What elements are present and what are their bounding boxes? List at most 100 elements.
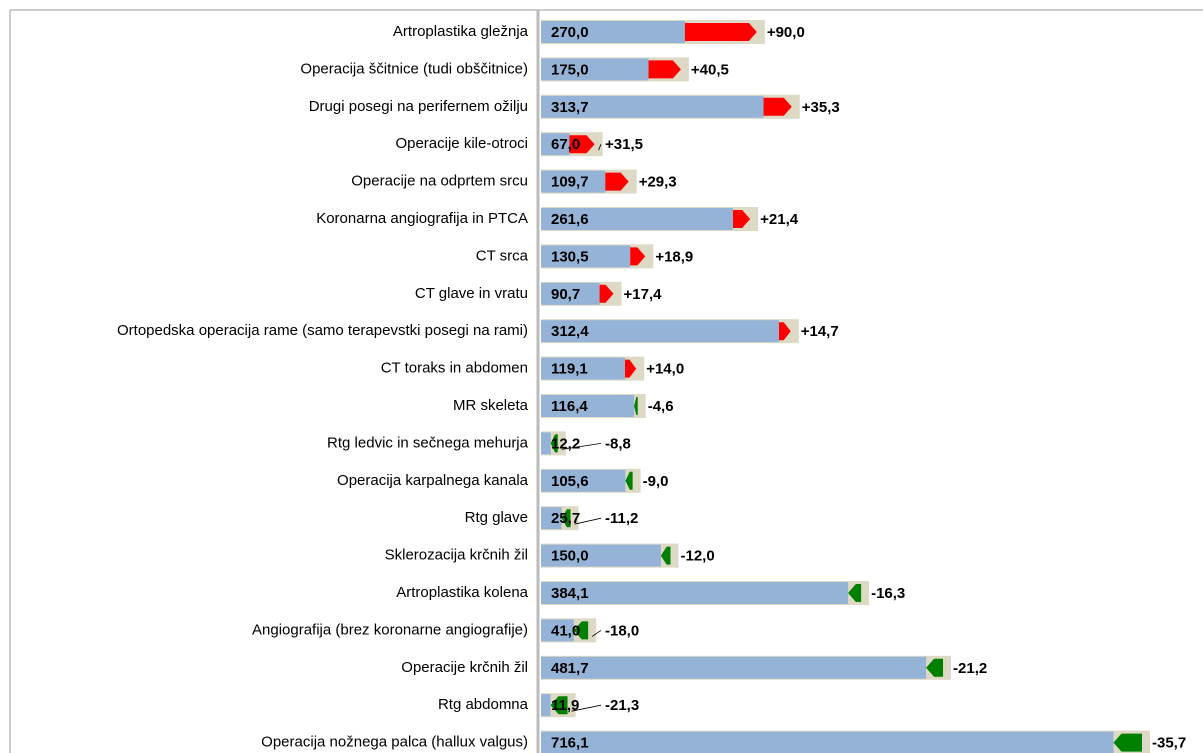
change-arrow: [778, 322, 791, 341]
change-arrow: [848, 584, 862, 602]
bar: [541, 21, 685, 43]
value-label: 119,1: [551, 361, 588, 378]
bar: [541, 694, 551, 717]
category-label: Rtg glave: [465, 509, 528, 526]
bar: [541, 133, 570, 156]
category-label: Sklerozacija krčnih žil: [385, 547, 528, 564]
value-label: 384,1: [551, 585, 589, 602]
change-label: +31,5: [605, 136, 643, 153]
bar: [541, 320, 779, 343]
category-label: Angiografija (brez koronarne angiografij…: [252, 621, 528, 638]
leader-line: [561, 443, 602, 450]
bar: [541, 544, 661, 567]
category-label: Drugi posegi na perifernem ožilju: [309, 98, 528, 115]
bar: [541, 170, 606, 193]
change-arrow: [550, 696, 568, 715]
value-label: 716,1: [551, 735, 589, 752]
category-label: Rtg ledvic in sečnega mehurja: [327, 434, 529, 451]
bar: [541, 432, 551, 455]
category-label: Operacije kile-otroci: [395, 135, 528, 152]
category-label: Ortopedska operacija rame (samo terapevs…: [117, 322, 528, 339]
change-arrow: [763, 97, 792, 116]
category-label: Operacije krčnih žil: [401, 659, 528, 676]
category-label: Operacije na odprtem srcu: [351, 173, 528, 190]
bar: [541, 357, 626, 380]
value-label: 261,6: [551, 211, 589, 228]
category-label: Koronarna angiografija in PTCA: [316, 210, 528, 227]
change-label: +14,7: [801, 323, 839, 340]
bar: [541, 395, 635, 417]
value-label: 116,4: [551, 398, 588, 415]
leader-line: [571, 704, 602, 712]
bar: [541, 245, 631, 268]
change-label: +18,9: [655, 248, 693, 265]
change-label: -4,6: [648, 398, 674, 415]
change-arrow: [634, 397, 638, 415]
category-label: Operacija karpalnega kanala: [337, 472, 529, 489]
change-arrow: [926, 658, 944, 677]
change-label: -11,2: [605, 510, 638, 527]
leader-line: [598, 144, 602, 151]
change-arrow: [660, 546, 671, 565]
bar: [541, 95, 764, 118]
change-arrow: [605, 172, 629, 191]
change-arrow: [1113, 733, 1142, 752]
category-label: Operacija ščitnice (tudi obščitnice): [300, 60, 528, 77]
change-arrow: [630, 247, 646, 266]
change-arrow: [733, 210, 751, 228]
value-label: 270,0: [551, 24, 589, 41]
value-label: 150,0: [551, 548, 589, 565]
change-label: -35,7: [1152, 735, 1186, 752]
value-label: 105,6: [551, 473, 589, 490]
category-label: CT toraks in abdomen: [381, 360, 528, 377]
change-label: +35,3: [802, 99, 840, 116]
value-label: 109,7: [551, 174, 589, 191]
change-label: -12,0: [681, 548, 715, 565]
change-label: +40,5: [691, 61, 729, 78]
category-label: CT srca: [476, 247, 529, 264]
bar: [541, 507, 562, 530]
change-arrow: [625, 359, 637, 378]
category-label: Artroplastika gležnja: [393, 23, 529, 40]
change-label: +90,0: [767, 24, 805, 41]
change-label: +21,4: [760, 211, 799, 228]
change-label: -21,2: [953, 660, 987, 677]
change-arrow: [625, 471, 633, 490]
change-arrow: [573, 621, 589, 640]
bar: [541, 282, 600, 305]
value-label: 67,0: [551, 136, 580, 153]
category-label: Operacija nožnega palca (hallux valgus): [261, 734, 528, 751]
change-arrow: [599, 284, 614, 303]
bar: [541, 208, 734, 230]
category-label: MR skeleta: [453, 397, 529, 414]
leader-line: [591, 630, 602, 637]
value-label: 25,7: [551, 510, 580, 527]
leader-line: [574, 517, 602, 525]
change-arrow: [684, 23, 757, 41]
change-arrow: [550, 434, 558, 453]
value-label: 312,4: [551, 323, 589, 340]
bar: [541, 619, 574, 642]
change-label: -16,3: [871, 585, 905, 602]
change-label: +14,0: [646, 361, 684, 378]
value-label: 175,0: [551, 61, 589, 78]
value-label: 41,0: [551, 622, 580, 639]
change-label: -8,8: [605, 435, 631, 452]
change-arrow: [648, 60, 681, 79]
bar: [541, 582, 849, 604]
change-arrow: [561, 509, 571, 528]
category-label: Rtg abdomna: [438, 696, 529, 713]
category-label: CT glave in vratu: [415, 285, 528, 302]
change-label: -21,3: [605, 697, 639, 714]
bar: [541, 469, 626, 492]
change-label: -9,0: [643, 473, 669, 490]
change-label: +17,4: [624, 286, 663, 303]
value-label: 12,2: [551, 435, 580, 452]
value-label: 313,7: [551, 99, 589, 116]
bar: [541, 58, 649, 81]
value-label: 90,7: [551, 286, 580, 303]
change-label: +29,3: [639, 174, 677, 191]
value-label: 130,5: [551, 248, 589, 265]
value-label: 11,9: [551, 697, 579, 714]
